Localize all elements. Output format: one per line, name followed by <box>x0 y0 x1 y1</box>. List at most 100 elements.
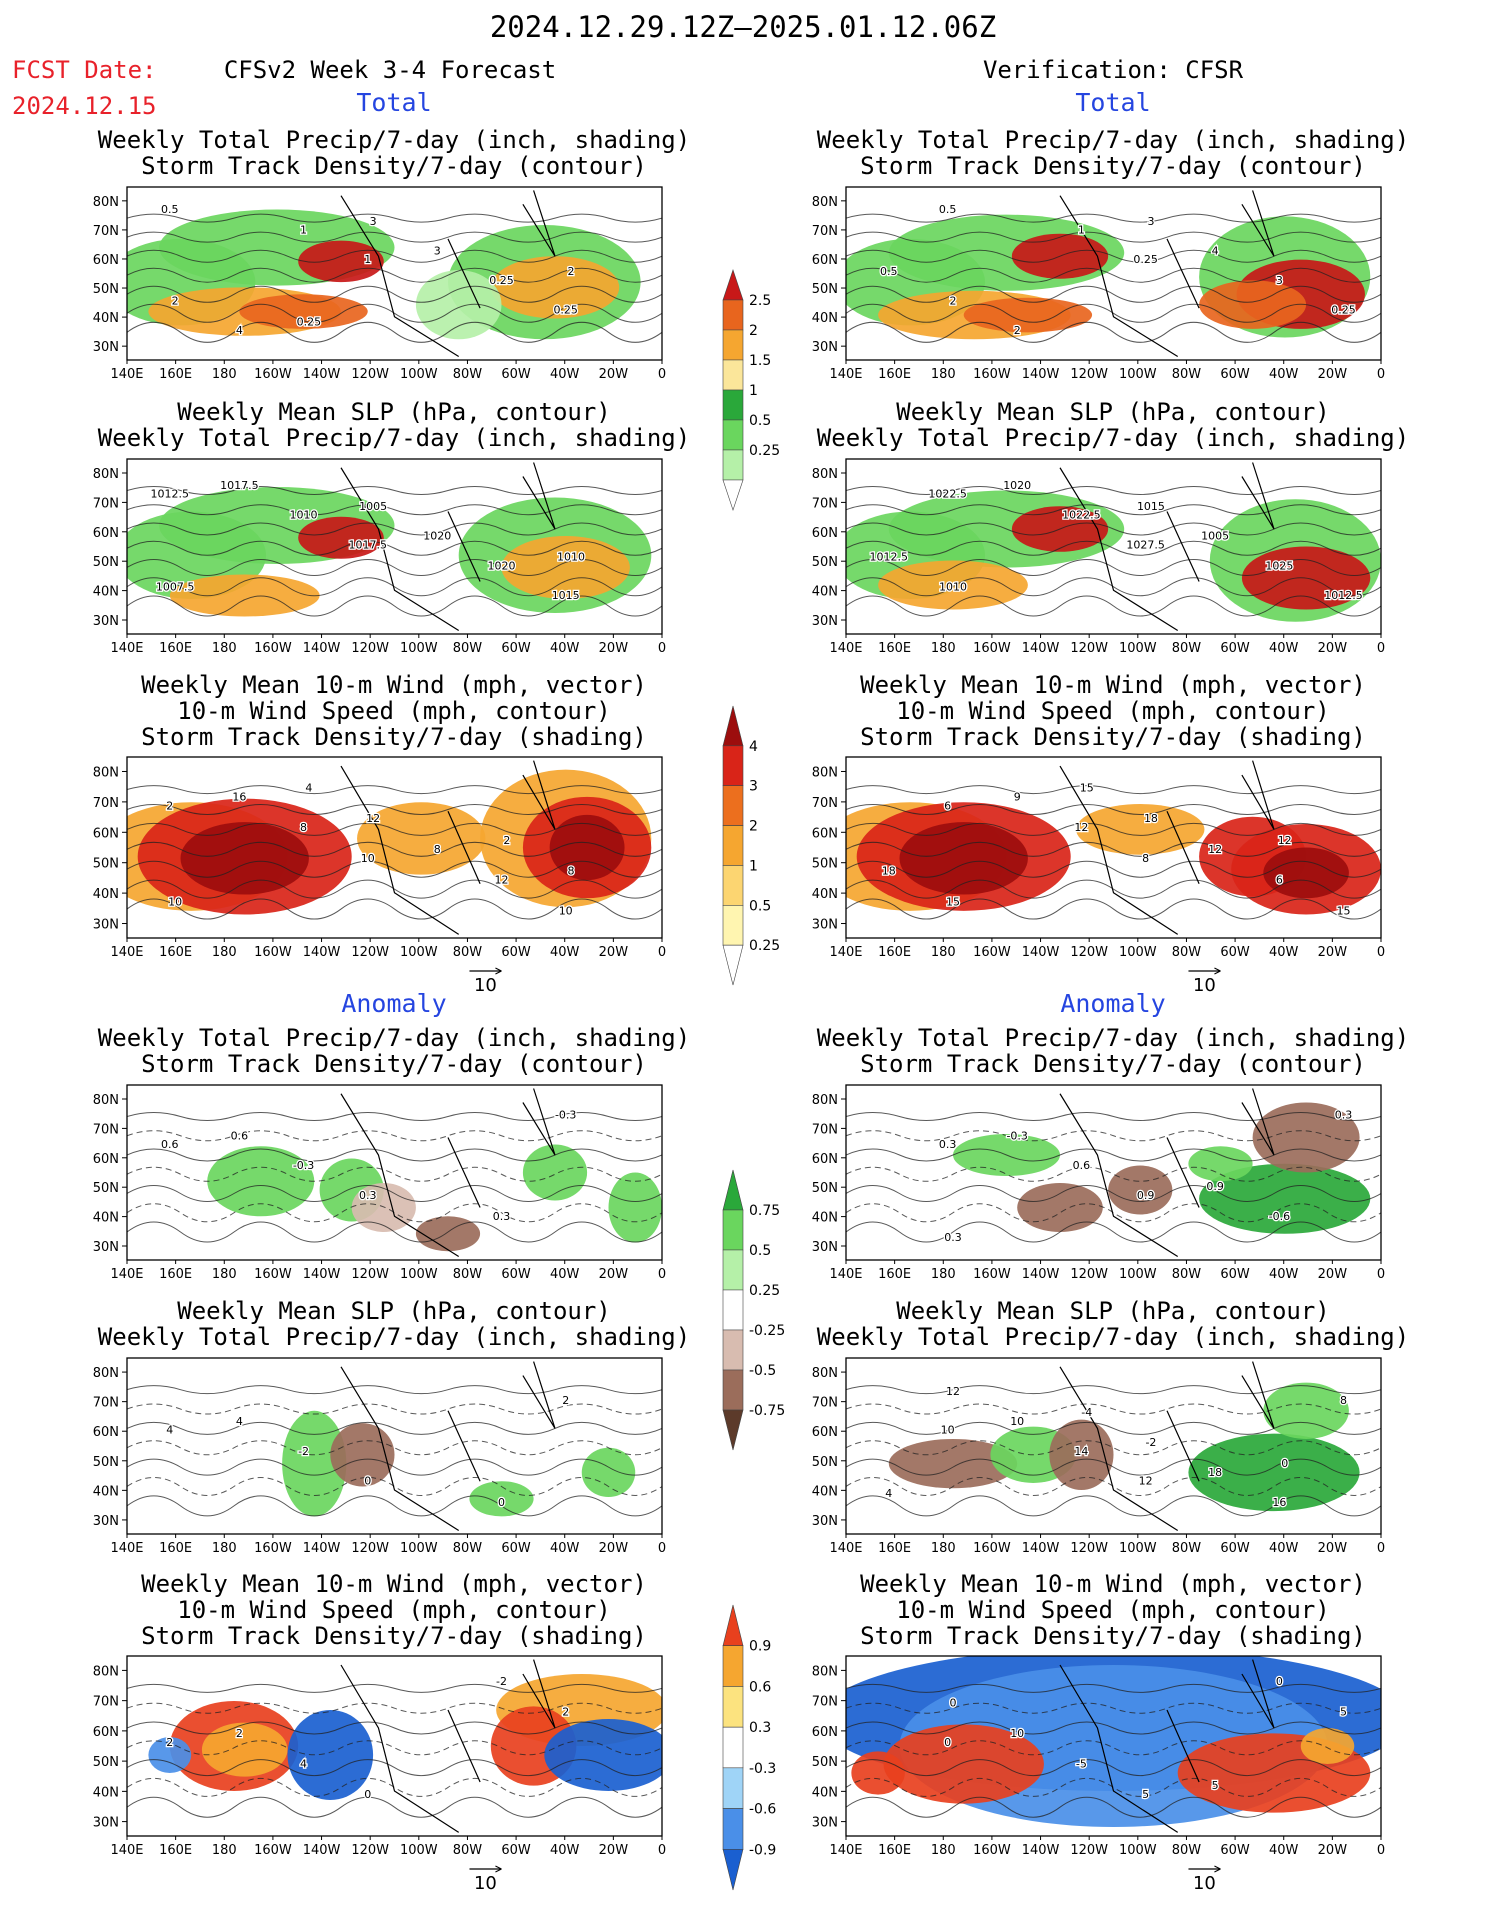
contour-value-label: 3 <box>434 244 441 257</box>
lon-tick-label: 60W <box>1220 367 1250 382</box>
lon-tick-label: 140E <box>110 641 143 656</box>
lon-tick-label: 120W <box>1070 1843 1108 1858</box>
colorbar-segment <box>722 1808 744 1850</box>
colorbar-label: 2 <box>749 819 758 835</box>
map-frame <box>126 1357 663 1535</box>
lat-tick-label: 50N <box>93 282 119 297</box>
lon-tick-label: 100W <box>400 1541 438 1556</box>
lon-tick-label: 20W <box>1318 641 1348 656</box>
coastline <box>1059 1659 1275 1833</box>
contour-line <box>127 249 662 263</box>
contour-line <box>127 1203 662 1223</box>
lon-tick-label: 100W <box>400 367 438 382</box>
lon-tick-label: 160W <box>973 367 1011 382</box>
contour-value-label: 1012.5 <box>1324 589 1363 602</box>
lon-tick-label: 80W <box>1172 1267 1202 1282</box>
contour-line <box>127 1421 662 1435</box>
lon-tick-label: 80W <box>453 945 483 960</box>
contour-value-label: 16 <box>1272 1496 1286 1509</box>
panel-title-r4-c0-line1: Weekly Total Precip/7-day (inch, shading… <box>97 1323 691 1351</box>
lon-tick-label: 140E <box>829 1267 862 1282</box>
lat-tick-label: 80N <box>812 1664 838 1679</box>
contour-value-label: 0.25 <box>1133 253 1158 266</box>
panel-title-r5-c1-line0: Weekly Mean 10-m Wind (mph, vector) <box>860 1570 1366 1598</box>
colorbar-segment <box>722 1645 744 1687</box>
contour-value-label: 0.25 <box>297 315 322 328</box>
shading-blob <box>469 1481 534 1517</box>
lon-tick-label: 160E <box>878 367 911 382</box>
colorbar-segment <box>722 1249 744 1291</box>
contour-line <box>127 1148 662 1162</box>
lon-tick-label: 60W <box>501 1267 531 1282</box>
panel-title-r3-c0-line0: Weekly Total Precip/7-day (inch, shading… <box>97 1024 691 1052</box>
contour-line <box>127 577 662 597</box>
contour-value-label: 10 <box>1010 1727 1024 1740</box>
panel-title-r2-c0-line2: Storm Track Density/7-day (shading) <box>141 723 647 751</box>
contour-value-label: 5 <box>1142 1788 1149 1801</box>
contour-value-label: 15 <box>1080 781 1094 794</box>
shading-blob <box>282 1410 347 1517</box>
contour-value-label: 0.5 <box>939 203 957 216</box>
lon-tick-label: 60W <box>501 641 531 656</box>
lon-tick-label: 180 <box>212 1541 237 1556</box>
contour-line <box>127 486 662 495</box>
lat-tick-label: 50N <box>812 1455 838 1470</box>
lat-tick-label: 40N <box>812 1785 838 1800</box>
contour-line <box>846 504 1381 516</box>
colorbar-label: 0.9 <box>749 1639 771 1655</box>
shading-blob <box>549 814 625 881</box>
colorbar-label: -0.3 <box>749 1761 776 1777</box>
lat-tick-label: 30N <box>93 918 119 933</box>
lon-tick-label: 140E <box>829 1541 862 1556</box>
panel-title-r3-c1-line1: Storm Track Density/7-day (contour) <box>860 1050 1366 1078</box>
contour-value-label: 1017.5 <box>220 479 259 492</box>
contour-value-label: 1020 <box>488 559 516 572</box>
contour-value-label: 0.6 <box>1073 1159 1091 1172</box>
contour-line <box>846 1148 1381 1162</box>
lat-tick-label: 80N <box>812 195 838 210</box>
contour-line <box>127 1440 662 1456</box>
lon-tick-label: 80W <box>453 1541 483 1556</box>
lon-tick-label: 60W <box>1220 641 1250 656</box>
lon-tick-label: 0 <box>658 367 666 382</box>
coastline <box>1059 1361 1275 1531</box>
contour-line <box>127 1702 662 1714</box>
lat-tick-label: 80N <box>93 467 119 482</box>
contour-value-label: 2 <box>236 1727 243 1740</box>
lon-tick-label: 180 <box>212 641 237 656</box>
lat-tick-label: 30N <box>812 1514 838 1529</box>
colorbar-segment <box>722 825 744 866</box>
contour-value-label: 18 <box>1144 812 1158 825</box>
lon-tick-label: 160E <box>159 1843 192 1858</box>
colorbar-label: 4 <box>749 739 758 755</box>
contour-value-label: 0.3 <box>1335 1108 1353 1121</box>
lon-tick-label: 100W <box>400 1267 438 1282</box>
panel-title-r5-c1-line1: 10-m Wind Speed (mph, contour) <box>896 1596 1330 1624</box>
lon-tick-label: 20W <box>599 1843 629 1858</box>
lat-tick-label: 70N <box>93 1122 119 1137</box>
contour-value-label: 0.3 <box>944 1231 962 1244</box>
lon-tick-label: 140E <box>110 1843 143 1858</box>
shading-blob <box>1263 847 1349 899</box>
coastline <box>340 1088 556 1258</box>
vector-ref-label: 10 <box>474 1873 497 1894</box>
contour-value-label: 8 <box>1142 852 1149 865</box>
colorbar-segment <box>722 1209 744 1251</box>
contour-line <box>127 1185 662 1202</box>
colorbar-label: 1 <box>749 858 758 874</box>
colorbar-label: 1.5 <box>749 353 771 369</box>
contour-value-label: 2 <box>950 295 957 308</box>
lon-tick-label: 140E <box>829 641 862 656</box>
lon-tick-label: 40W <box>1269 1843 1299 1858</box>
colorbar-label: 0.5 <box>749 898 771 914</box>
lat-tick-label: 40N <box>93 1785 119 1800</box>
colorbar-segment <box>722 269 744 301</box>
colorbar-label: -0.6 <box>749 1802 776 1818</box>
lon-tick-label: 120W <box>351 367 389 382</box>
colorbar-label: -0.75 <box>749 1403 785 1419</box>
colorbar-segment <box>722 1169 744 1211</box>
map-frame <box>845 1357 1382 1535</box>
shading-blob <box>851 1751 905 1795</box>
